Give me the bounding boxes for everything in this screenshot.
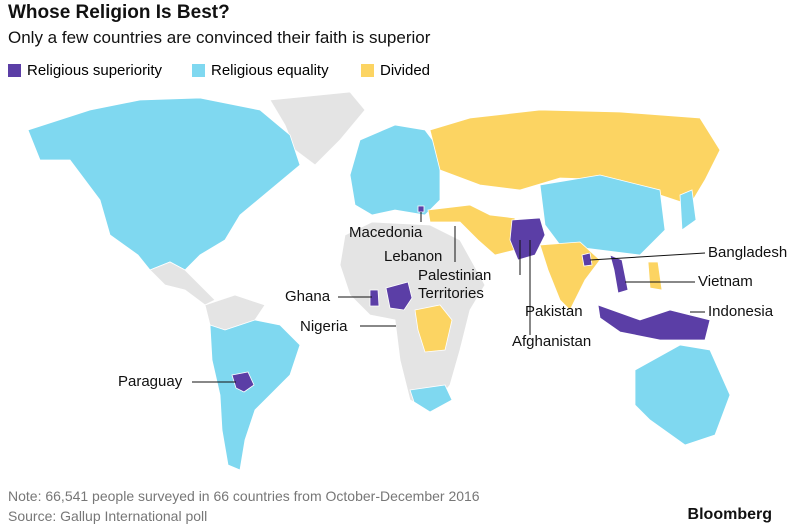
legend-item: Divided: [361, 62, 430, 79]
subtitle: Only a few countries are convinced their…: [8, 28, 431, 47]
ghana: [369, 289, 380, 307]
bangladesh: [581, 252, 593, 267]
legend-swatch: [192, 64, 205, 77]
vietnam: [609, 254, 629, 294]
legend-label: Divided: [380, 62, 431, 79]
china: [539, 174, 666, 256]
north-america: [27, 97, 301, 271]
macedonia: [417, 205, 425, 213]
map-label: Palestinian Territories: [418, 267, 492, 302]
map-label: Vietnam: [698, 273, 753, 290]
legend-label: Religious superiority: [27, 62, 163, 79]
nigeria: [385, 281, 413, 311]
legend-swatch: [361, 64, 374, 77]
paraguay: [231, 371, 255, 393]
afghanistan-pakistan: [509, 217, 546, 261]
south-america: [209, 319, 301, 471]
india: [539, 241, 601, 311]
map-label: Paraguay: [118, 373, 183, 390]
indonesia: [597, 304, 711, 341]
map-label: Indonesia: [708, 303, 774, 320]
source: Source: Gallup International poll: [8, 508, 208, 524]
map-label: Nigeria: [300, 318, 348, 335]
title: Whose Religion Is Best?: [8, 2, 230, 23]
map-label: Ghana: [285, 288, 331, 305]
leader-lines: [192, 212, 706, 383]
drc: [414, 304, 453, 353]
map-label: Lebanon: [384, 248, 443, 265]
europe: [349, 124, 441, 216]
south-africa: [409, 384, 453, 413]
legend-item: Religious equality: [192, 62, 329, 79]
philippines: [647, 261, 663, 291]
legend-label: Religious equality: [211, 62, 329, 79]
note: Note: 66,541 people surveyed in 66 count…: [8, 488, 480, 504]
map-label: Afghanistan: [512, 333, 592, 350]
map-label: Bangladesh: [708, 244, 788, 261]
turkey-iran: [427, 204, 516, 256]
map-label: Pakistan: [525, 303, 583, 320]
brand-logo: Bloomberg: [687, 506, 772, 523]
map-label: Macedonia: [349, 224, 423, 241]
australia: [634, 344, 731, 446]
leader: [589, 252, 706, 261]
mexico-central: [149, 261, 216, 306]
legend-swatch: [8, 64, 21, 77]
japan: [679, 189, 697, 231]
legend-item: Religious superiority: [8, 62, 162, 79]
